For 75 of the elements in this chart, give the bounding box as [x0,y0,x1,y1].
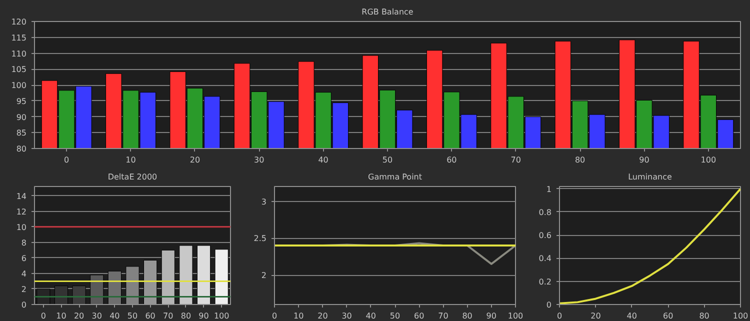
y-tick-label: 6 [21,254,27,263]
x-tick-label: 10 [294,312,304,320]
y-tick-label: 4 [21,269,27,278]
chart-title: Luminance [628,172,672,182]
x-tick-label: 0 [272,312,278,320]
x-tick-label: 20 [190,156,200,164]
x-tick-label: 90 [639,156,650,164]
y-tick-label: 85 [16,128,27,138]
x-tick-label: 30 [92,312,102,320]
y-tick-label: 1 [546,184,552,194]
x-tick-label: 10 [126,156,136,164]
x-tick-label: 20 [590,312,601,320]
x-tick-label: 80 [699,312,710,320]
y-tick-label: 115 [11,33,27,42]
y-tick-label: 12 [16,207,27,216]
y-tick-label: 14 [16,192,27,201]
x-tick-label: 20 [318,312,328,320]
x-tick-label: 50 [127,312,138,320]
x-tick-label: 90 [198,312,209,320]
x-tick-label: 30 [254,156,264,164]
bar [161,250,175,304]
y-tick-label: 105 [11,65,27,74]
x-tick-label: 70 [438,312,448,320]
y-tick-label: 100 [11,81,27,90]
y-tick-label: 2 [261,271,267,280]
x-tick-label: 80 [180,312,192,320]
y-tick-label: 10 [16,222,27,232]
bar [179,245,193,304]
x-tick-label: 60 [414,312,424,320]
x-tick-label: 50 [382,156,393,164]
x-tick-label: 20 [74,312,84,320]
y-tick-label: 2.5 [254,234,267,244]
x-tick-label: 80 [574,156,586,164]
x-tick-label: 100 [700,156,716,164]
x-tick-label: 40 [366,312,376,320]
y-tick-label: 0.8 [538,208,552,217]
chart-title: DeltaE 2000 [108,172,158,182]
x-tick-label: 100 [732,312,748,320]
x-tick-label: 70 [510,156,521,164]
x-tick-label: 40 [110,312,120,320]
x-tick-label: 70 [163,312,174,320]
x-tick-label: 40 [318,156,328,164]
y-tick-label: 0.4 [538,254,552,264]
x-tick-label: 10 [56,312,66,320]
bar [214,249,228,304]
x-tick-label: 0 [40,312,46,320]
y-tick-label: 2 [21,284,27,294]
x-tick-label: 40 [626,312,637,320]
x-tick-label: 0 [556,312,562,320]
y-tick-label: 95 [16,96,27,106]
y-tick-label: 80 [16,144,27,154]
y-tick-label: 0 [546,300,552,310]
y-tick-label: 110 [11,49,27,58]
x-tick-label: 60 [663,312,674,320]
x-tick-label: 60 [145,312,156,320]
x-tick-label: 50 [390,312,400,320]
bar [72,286,86,304]
x-tick-label: 80 [462,312,472,320]
y-tick-label: 8 [21,238,27,248]
chart-title: Gamma Point [368,172,422,182]
y-tick-label: 0.6 [538,231,552,240]
y-tick-label: 0.2 [538,277,552,286]
y-tick-label: 0 [21,300,27,310]
x-tick-label: 100 [214,312,230,320]
x-tick-label: 0 [64,156,70,164]
x-tick-label: 30 [342,312,352,320]
x-tick-label: 90 [486,312,496,320]
line-series [560,188,740,304]
y-tick-label: 3 [261,197,267,206]
bar [196,245,211,304]
y-tick-label: 90 [16,112,27,122]
chart-title: RGB Balance [362,8,414,16]
y-tick-label: 120 [11,18,27,26]
x-tick-label: 60 [446,156,457,164]
x-tick-label: 100 [508,312,524,320]
